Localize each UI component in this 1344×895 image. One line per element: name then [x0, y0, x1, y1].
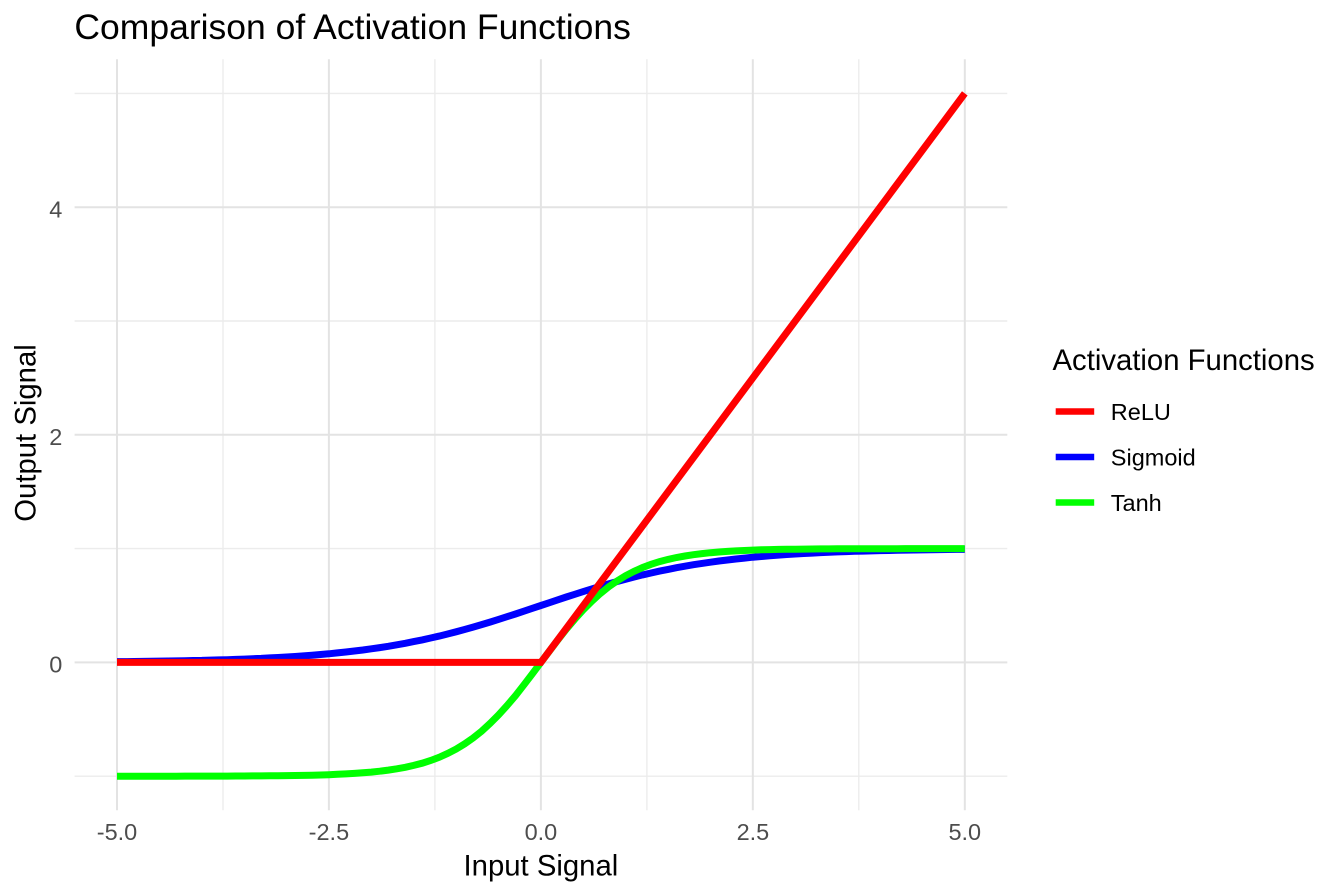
- svg-text:-2.5: -2.5: [309, 819, 350, 845]
- svg-text:2: 2: [49, 424, 62, 450]
- svg-text:Input Signal: Input Signal: [464, 849, 619, 882]
- svg-text:Tanh: Tanh: [1111, 490, 1162, 516]
- svg-text:Output Signal: Output Signal: [10, 344, 43, 522]
- svg-text:-5.0: -5.0: [97, 819, 138, 845]
- svg-text:Sigmoid: Sigmoid: [1111, 444, 1196, 470]
- svg-text:0.0: 0.0: [525, 819, 558, 845]
- svg-text:2.5: 2.5: [737, 819, 770, 845]
- svg-text:0: 0: [49, 651, 62, 677]
- svg-text:ReLU: ReLU: [1111, 399, 1171, 425]
- svg-text:Comparison of Activation Funct: Comparison of Activation Functions: [74, 7, 630, 47]
- svg-text:5.0: 5.0: [948, 819, 981, 845]
- svg-text:4: 4: [49, 196, 62, 222]
- svg-text:Activation Functions: Activation Functions: [1053, 344, 1315, 377]
